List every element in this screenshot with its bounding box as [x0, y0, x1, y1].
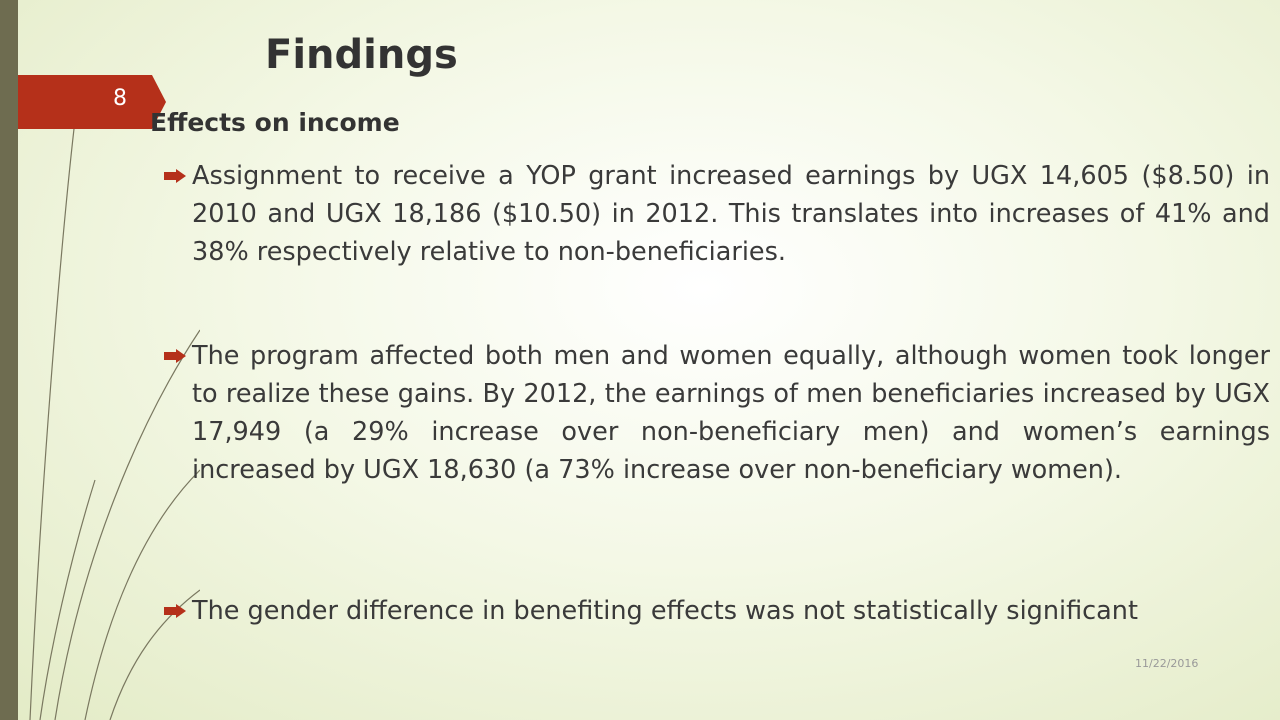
- decorative-lines: [29, 119, 200, 720]
- bullet-text: The gender difference in benefiting effe…: [192, 596, 1138, 626]
- bullet: The program affected both men and women …: [164, 337, 1270, 489]
- bullet: The gender difference in benefiting effe…: [164, 592, 1270, 630]
- bullet: Assignment to receive a YOP grant increa…: [164, 157, 1270, 271]
- slide-number: 8: [113, 86, 127, 111]
- slide-number-tab: [18, 75, 166, 129]
- bullet-icon: [164, 169, 186, 183]
- bullet-text: The program affected both men and women …: [192, 341, 1270, 485]
- slide-title: Findings: [265, 32, 458, 78]
- heading: Effects on income: [150, 108, 400, 137]
- sidebar: [0, 0, 18, 720]
- bullet-icon: [164, 349, 186, 363]
- date: 11/22/2016: [1135, 657, 1199, 670]
- bullet-icon: [164, 604, 186, 618]
- bullet-text: Assignment to receive a YOP grant increa…: [192, 161, 1270, 267]
